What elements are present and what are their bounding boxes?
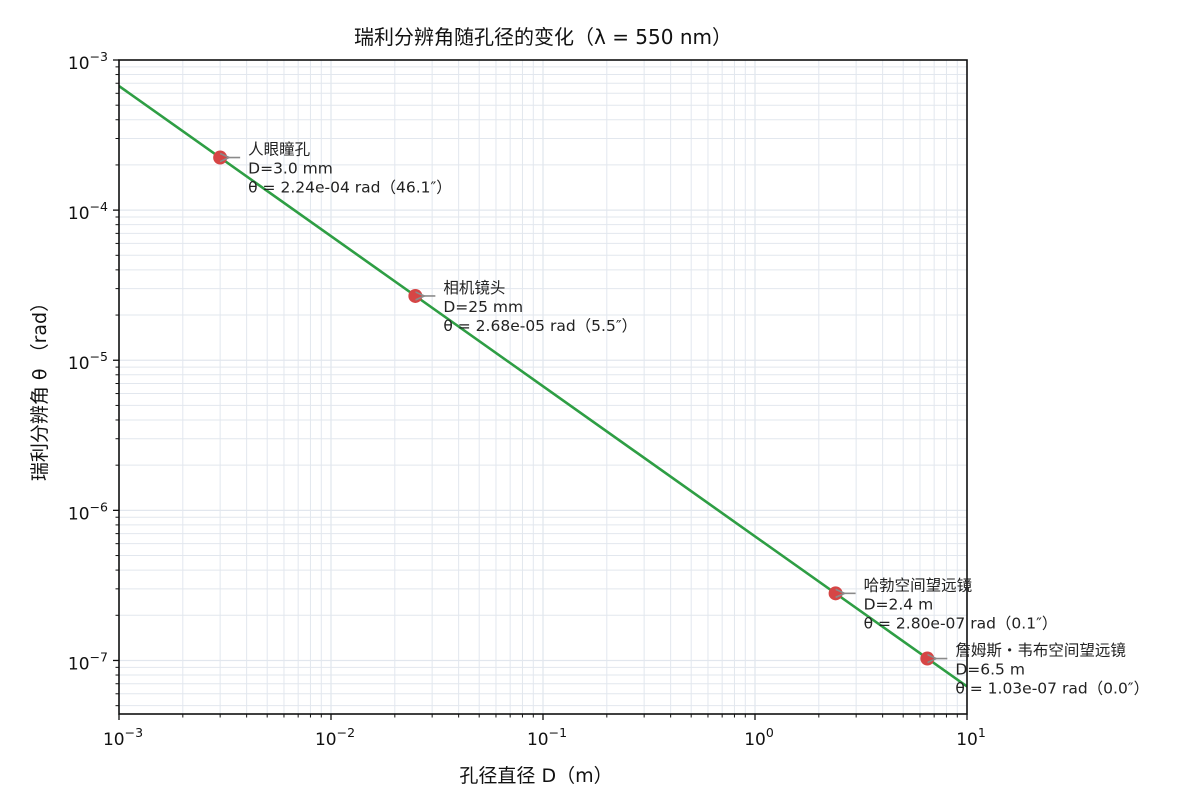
y-tick-label: 10−5: [68, 349, 108, 374]
data-point-marker: [828, 586, 843, 601]
annotation-line: D=3.0 mm: [248, 160, 333, 178]
annotation-line: 人眼瞳孔: [248, 141, 311, 159]
y-tick-label: 10−6: [68, 499, 108, 524]
series-layer: [119, 84, 967, 688]
annotation-line: D=2.4 m: [864, 595, 934, 613]
annotation-line: 相机镜头: [443, 278, 505, 297]
annotation-line: θ = 2.80e-07 rad（0.1″）: [864, 614, 1058, 632]
chart-title: 瑞利分辨角随孔径的变化（λ = 550 nm）: [354, 25, 732, 49]
annotation-line: θ = 2.68e-05 rad（5.5″）: [443, 317, 637, 335]
annotation-line: θ = 1.03e-07 rad（0.0″）: [955, 680, 1149, 698]
annotation-line: 詹姆斯・韦布空间望远镜: [955, 641, 1126, 660]
y-tick-label: 10−4: [68, 199, 108, 224]
annotation-line: θ = 2.24e-04 rad（46.1″）: [248, 179, 452, 197]
tick-labels: 10−3 10−2 10−1 100 101 10−7 10−6 10−5 10−4 10−3: [68, 49, 986, 750]
annotation-line: D=6.5 m: [955, 661, 1025, 679]
data-point-marker: [213, 150, 228, 165]
annotation-line: 哈勃空间望远镜: [864, 575, 973, 594]
series-line: [119, 84, 967, 688]
annotation-line: D=25 mm: [443, 298, 523, 316]
x-tick-label: 10−3: [103, 725, 143, 750]
x-tick-label: 100: [744, 725, 774, 750]
ticks: [113, 59, 968, 720]
x-tick-label: 10−2: [315, 725, 355, 750]
x-tick-label: 101: [956, 725, 986, 750]
data-point-marker: [920, 651, 935, 666]
data-point-marker: [408, 288, 423, 303]
x-tick-label: 10−1: [527, 725, 567, 750]
y-axis-label: 瑞利分辨角 θ （rad）: [29, 293, 51, 481]
y-tick-label: 10−3: [68, 49, 108, 74]
x-axis-label: 孔径直径 D（m）: [459, 765, 612, 787]
grid: [119, 60, 967, 714]
y-tick-label: 10−7: [68, 649, 108, 674]
